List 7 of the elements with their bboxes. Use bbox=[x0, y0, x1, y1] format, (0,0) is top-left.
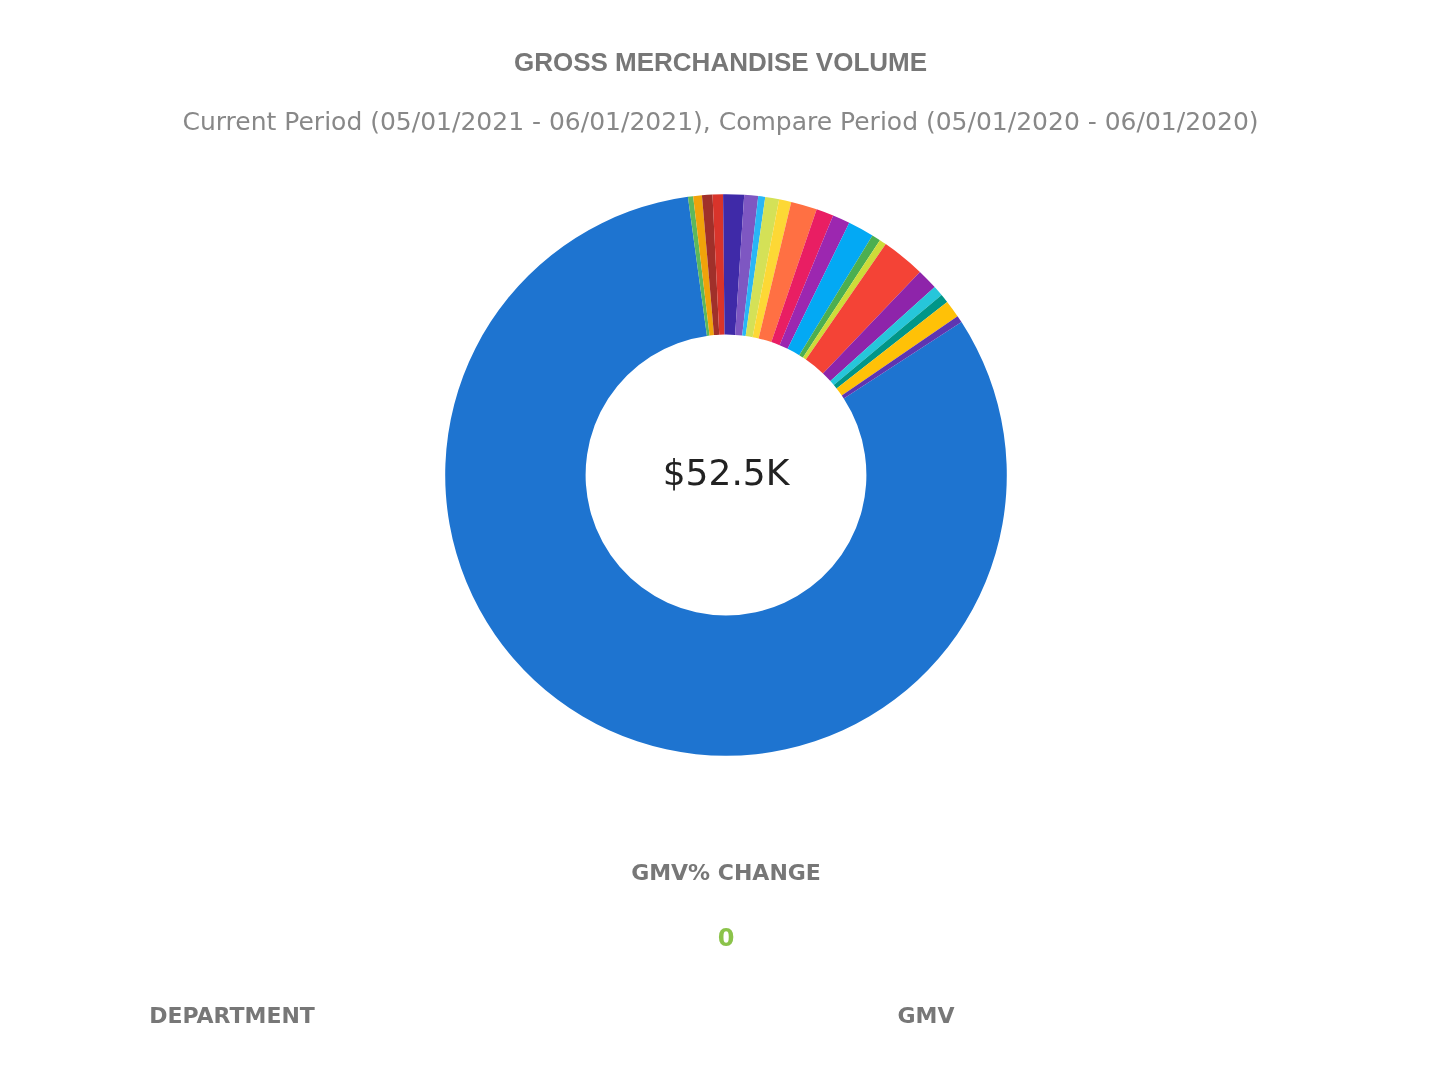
text: $52.5K bbox=[662, 451, 791, 493]
text: GMV bbox=[897, 1002, 955, 1028]
text: 0 bbox=[717, 924, 735, 952]
chart-title: GROSS MERCHANDISE VOLUME bbox=[513, 47, 928, 77]
text: GMV% CHANGE bbox=[631, 859, 821, 885]
chart-subtitle: Current Period (05/01/2021 - 06/01/2021), Compare Period (05/01/2020 - 06/01/2020) bbox=[182, 107, 1259, 136]
text: DEPARTMENT bbox=[149, 1002, 315, 1028]
